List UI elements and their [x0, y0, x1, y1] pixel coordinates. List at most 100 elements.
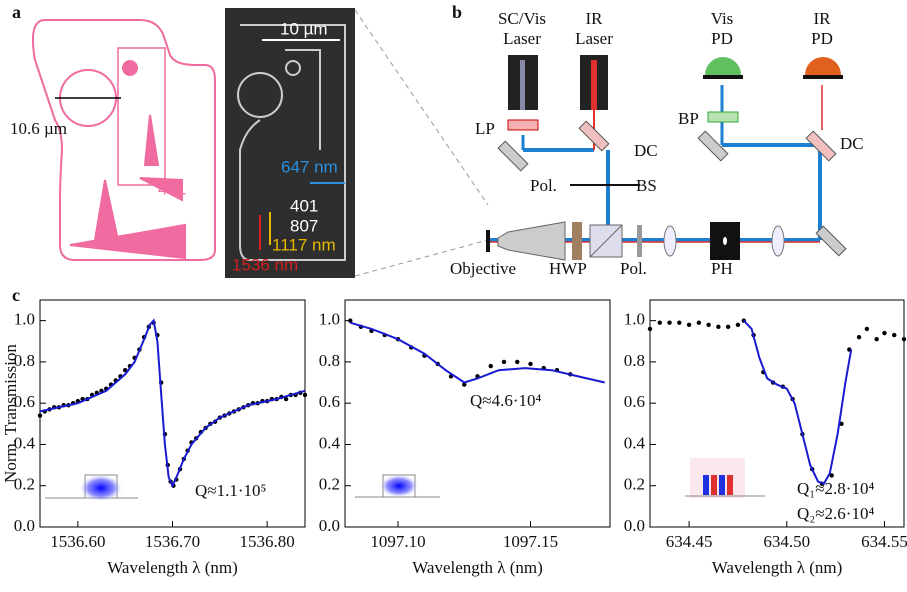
- data-point: [839, 421, 844, 427]
- y-tick-label: 0.0: [319, 516, 340, 535]
- data-point: [302, 392, 308, 398]
- data-point: [37, 413, 43, 418]
- component-label: DC: [634, 141, 658, 160]
- zoom-line: [354, 9, 489, 206]
- data-point: [348, 318, 353, 323]
- y-tick-label: 0.6: [14, 392, 35, 411]
- data-point: [901, 337, 907, 342]
- plot-frame: [649, 299, 905, 528]
- data-point: [874, 337, 879, 342]
- device-label: 401: [158, 179, 186, 198]
- y-tick-label: 1.0: [14, 310, 35, 329]
- data-point: [488, 363, 493, 369]
- data-point: [515, 359, 520, 365]
- x-tick-label: 1536.80: [240, 532, 295, 551]
- data-point: [856, 334, 862, 340]
- component-label: BS: [636, 176, 657, 195]
- sem-label: 401: [290, 196, 318, 215]
- plot-frame: [344, 299, 611, 528]
- y-tick-label: 0.6: [624, 392, 645, 411]
- panel-label: a: [12, 2, 21, 22]
- data-point: [667, 320, 672, 325]
- x-tick-label: 1097.10: [370, 532, 425, 551]
- x-axis-label: Wavelength λ (nm): [412, 558, 543, 577]
- y-tick-label: 0.2: [14, 475, 35, 494]
- setup: [486, 55, 847, 261]
- component-label: BP: [678, 109, 699, 128]
- data-point: [706, 322, 711, 327]
- wavelength-label: 1536 nm: [232, 255, 298, 274]
- x-tick-label: 1536.60: [50, 532, 105, 551]
- source-label: SC/Vis: [498, 9, 546, 28]
- y-tick-label: 1.0: [319, 310, 340, 329]
- sem-image: [225, 8, 355, 278]
- annotation: Q₂≈2.6·10⁴: [797, 504, 874, 523]
- component-label: LP: [475, 119, 495, 138]
- sem-label: 807: [290, 216, 318, 235]
- data-point: [647, 326, 653, 332]
- annotation: Q≈1.1·10⁵: [195, 481, 267, 500]
- x-tick-label: 1536.70: [145, 532, 200, 551]
- y-tick-label: 0.0: [624, 516, 645, 535]
- data-point: [657, 320, 662, 325]
- mode-inset: [45, 458, 765, 502]
- y-tick-label: 0.4: [14, 433, 36, 452]
- y-tick-label: 0.8: [319, 351, 340, 370]
- detector-label: Vis: [711, 9, 734, 28]
- fit-line: [743, 319, 853, 485]
- y-tick-label: 0.8: [624, 351, 645, 370]
- fit-line: [39, 318, 306, 489]
- y-tick-label: 0.2: [319, 475, 340, 494]
- data-point: [677, 320, 682, 325]
- annotation: Q₁≈2.8·10⁴: [797, 479, 874, 498]
- panel-label: c: [12, 285, 20, 305]
- wavelength-label: 1117 nm: [272, 235, 336, 254]
- component-label: PH: [711, 259, 733, 278]
- y-tick-label: 0.0: [14, 516, 35, 535]
- y-tick-label: 0.4: [624, 433, 646, 452]
- wavelength-label: 647 nm: [281, 157, 338, 176]
- y-tick-label: 0.6: [319, 392, 340, 411]
- source-label: Laser: [503, 29, 541, 48]
- data-point: [501, 359, 507, 365]
- detector-label: PD: [811, 29, 833, 48]
- component-label: HWP: [549, 259, 587, 278]
- fit-line: [350, 321, 605, 384]
- y-tick-label: 0.8: [14, 351, 35, 370]
- panel-label: b: [452, 2, 462, 22]
- x-axis-label: Wavelength λ (nm): [107, 558, 238, 577]
- source-label: Laser: [575, 29, 613, 48]
- component-label: DC: [840, 134, 864, 153]
- data-point: [462, 382, 467, 387]
- annotation: Q≈4.6·10⁴: [470, 391, 542, 410]
- ring-diameter: 10.6 µm: [10, 119, 67, 138]
- y-tick-label: 1.0: [624, 310, 645, 329]
- data-point: [892, 332, 897, 338]
- data-point: [864, 326, 870, 332]
- component-label: Pol.: [530, 176, 557, 195]
- y-axis-label: Norm. Transmission: [1, 344, 20, 483]
- data-point: [283, 396, 289, 402]
- component-label: Objective: [450, 259, 516, 278]
- y-tick-label: 0.4: [319, 433, 341, 452]
- device-schematic: [32, 19, 216, 261]
- component-label: Pol.: [620, 259, 647, 278]
- scale-bar-label: 10 µm: [280, 19, 328, 38]
- data-point: [686, 322, 692, 327]
- x-tick-label: 634.55: [861, 532, 907, 551]
- data-point: [696, 320, 702, 325]
- zoom-line: [354, 239, 489, 277]
- detector-label: PD: [711, 29, 733, 48]
- detector-label: IR: [814, 9, 832, 28]
- data-point: [725, 324, 731, 330]
- x-tick-label: 634.45: [666, 532, 713, 551]
- y-tick-label: 0.2: [624, 475, 645, 494]
- data-point: [829, 473, 834, 478]
- source-label: IR: [586, 9, 604, 28]
- data-point: [528, 361, 533, 367]
- data-point: [716, 324, 721, 330]
- x-axis-label: Wavelength λ (nm): [712, 558, 843, 577]
- data-point: [882, 330, 887, 336]
- x-tick-label: 1097.15: [503, 532, 558, 551]
